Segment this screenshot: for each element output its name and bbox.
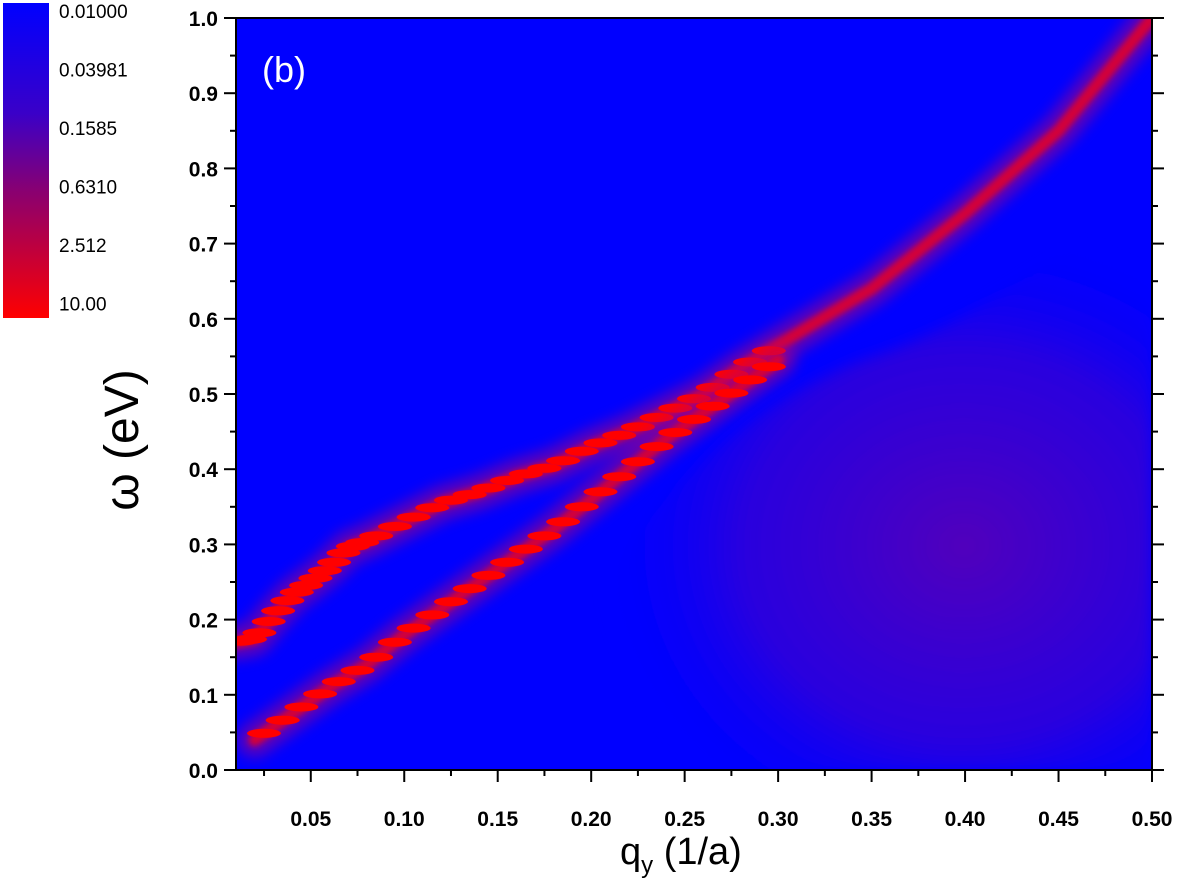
upper-plasmon-branch-mode-point bbox=[345, 538, 380, 547]
upper-plasmon-branch-mode-point bbox=[289, 580, 324, 590]
y-tick-label: 0.1 bbox=[189, 685, 219, 708]
upper-plasmon-branch-mode-point bbox=[527, 463, 562, 473]
lower-plasmon-branch-mode-point bbox=[434, 597, 468, 607]
lower-plasmon-branch-mode-point bbox=[265, 715, 300, 725]
lower-plasmon-branch-mode-point bbox=[564, 502, 599, 512]
lower-plasmon-branch-mode-point bbox=[677, 414, 711, 424]
upper-plasmon-branch-mode-point bbox=[396, 512, 431, 522]
y-tick-label: 0.5 bbox=[189, 384, 219, 407]
colorbar-tick-label: 0.03981 bbox=[59, 61, 128, 82]
upper-plasmon-branch-mode-point bbox=[490, 476, 525, 485]
upper-plasmon-branch-mode-point bbox=[620, 422, 655, 432]
lower-plasmon-branch-mode-point bbox=[359, 652, 394, 662]
lower-plasmon-branch-mode-point bbox=[396, 623, 431, 633]
upper-plasmon-branch-mode-point bbox=[546, 456, 581, 466]
x-tick-label: 0.40 bbox=[945, 808, 986, 831]
lower-plasmon-branch-mode-point bbox=[321, 677, 356, 687]
upper-plasmon-branch-mode-point bbox=[317, 557, 352, 567]
lower-plasmon-branch-mode-point bbox=[639, 442, 674, 452]
upper-plasmon-branch-mode-point bbox=[251, 617, 286, 626]
y-tick-label: 0.7 bbox=[189, 234, 218, 257]
lower-plasmon-branch-mode-point bbox=[620, 457, 655, 467]
lower-plasmon-branch-mode-point bbox=[490, 557, 525, 567]
lower-plasmon-branch-mode-point bbox=[527, 531, 562, 541]
lower-plasmon-branch-mode-point bbox=[714, 388, 749, 398]
colorbar-tick-label: 2.512 bbox=[59, 236, 107, 257]
lower-plasmon-branch-mode-point bbox=[751, 362, 786, 372]
colorbar-tick-label: 10.00 bbox=[59, 295, 107, 316]
upper-plasmon-branch-mode-point bbox=[471, 483, 506, 493]
colorbar-tick-label: 0.6310 bbox=[59, 178, 117, 199]
upper-plasmon-branch-mode-point bbox=[261, 606, 296, 616]
x-tick-label: 0.10 bbox=[384, 808, 425, 831]
lower-plasmon-branch-mode-point bbox=[695, 401, 730, 411]
lower-plasmon-branch-mode-point bbox=[602, 472, 637, 482]
lower-plasmon-branch-mode-point bbox=[340, 665, 375, 675]
x-tick-label: 0.15 bbox=[477, 808, 518, 831]
upper-plasmon-branch-mode-point bbox=[270, 596, 305, 606]
x-tick-label: 0.35 bbox=[851, 808, 892, 831]
upper-plasmon-branch-mode-point bbox=[377, 522, 412, 531]
y-tick-label: 0.8 bbox=[189, 158, 219, 181]
y-tick-label: 0.2 bbox=[189, 610, 218, 633]
colorbar-tick-label: 0.1585 bbox=[59, 119, 117, 140]
y-tick-label: 0.6 bbox=[189, 309, 218, 332]
lower-plasmon-branch-mode-point bbox=[247, 728, 281, 738]
y-tick-label: 1.0 bbox=[189, 8, 218, 31]
x-axis-label-subscript: y bbox=[641, 852, 653, 879]
x-axis-label: qy (1/a) bbox=[620, 831, 742, 879]
upper-plasmon-branch-mode-point bbox=[602, 430, 637, 440]
colorbar-tick-label: 0.01000 bbox=[59, 2, 128, 23]
lower-plasmon-branch-mode-point bbox=[583, 487, 618, 497]
y-tick-label: 0.0 bbox=[189, 760, 218, 783]
lower-plasmon-branch-mode-point bbox=[733, 375, 768, 385]
y-axis-label: ω (eV) bbox=[96, 369, 149, 511]
lower-plasmon-branch-mode-point bbox=[658, 428, 693, 437]
upper-plasmon-branch-mode-point bbox=[415, 503, 450, 513]
upper-plasmon-branch-mode-point bbox=[298, 573, 333, 583]
lower-plasmon-branch-mode-point bbox=[415, 610, 450, 620]
colorbar-labels: 0.01000 0.03981 0.1585 0.6310 2.512 10.00 bbox=[59, 2, 128, 316]
colorbar bbox=[3, 3, 49, 318]
y-tick-label: 0.3 bbox=[189, 534, 218, 557]
upper-plasmon-branch-mode-point bbox=[359, 531, 394, 541]
upper-plasmon-branch-mode-point bbox=[564, 446, 599, 456]
upper-plasmon-branch-mode-point bbox=[452, 490, 487, 500]
x-tick-label: 0.25 bbox=[664, 808, 705, 831]
panel-label: (b) bbox=[262, 49, 306, 90]
continuum-region bbox=[480, 180, 1152, 770]
x-tick-label: 0.30 bbox=[758, 808, 799, 831]
upper-plasmon-branch-mode-point bbox=[583, 438, 618, 448]
x-tick-label: 0.45 bbox=[1038, 808, 1079, 831]
y-tick-label: 0.9 bbox=[189, 83, 218, 106]
upper-plasmon-branch-mode-point bbox=[279, 587, 314, 597]
lower-plasmon-branch-mode-point bbox=[471, 570, 506, 580]
lower-plasmon-branch-mode-point bbox=[546, 517, 581, 527]
y-tick-label: 0.4 bbox=[189, 459, 219, 482]
x-tick-label: 0.20 bbox=[571, 808, 612, 831]
lower-plasmon-branch-mode-point bbox=[303, 689, 338, 699]
lower-plasmon-branch-mode-point bbox=[284, 702, 319, 712]
upper-plasmon-branch-mode-point bbox=[307, 566, 342, 576]
x-tick-label: 0.05 bbox=[290, 808, 331, 831]
lower-plasmon-branch-mode-point bbox=[508, 544, 543, 554]
x-tick-label: 0.50 bbox=[1132, 808, 1173, 831]
axis-ticks: 0.05 0.10 0.15 0.20 0.25 0.30 0.35 0.40 0.45 0.50… bbox=[189, 8, 1173, 831]
upper-plasmon-branch-mode-point bbox=[242, 628, 277, 638]
lower-plasmon-branch-mode-point bbox=[377, 637, 412, 647]
lower-plasmon-branch-mode-point bbox=[452, 584, 487, 594]
